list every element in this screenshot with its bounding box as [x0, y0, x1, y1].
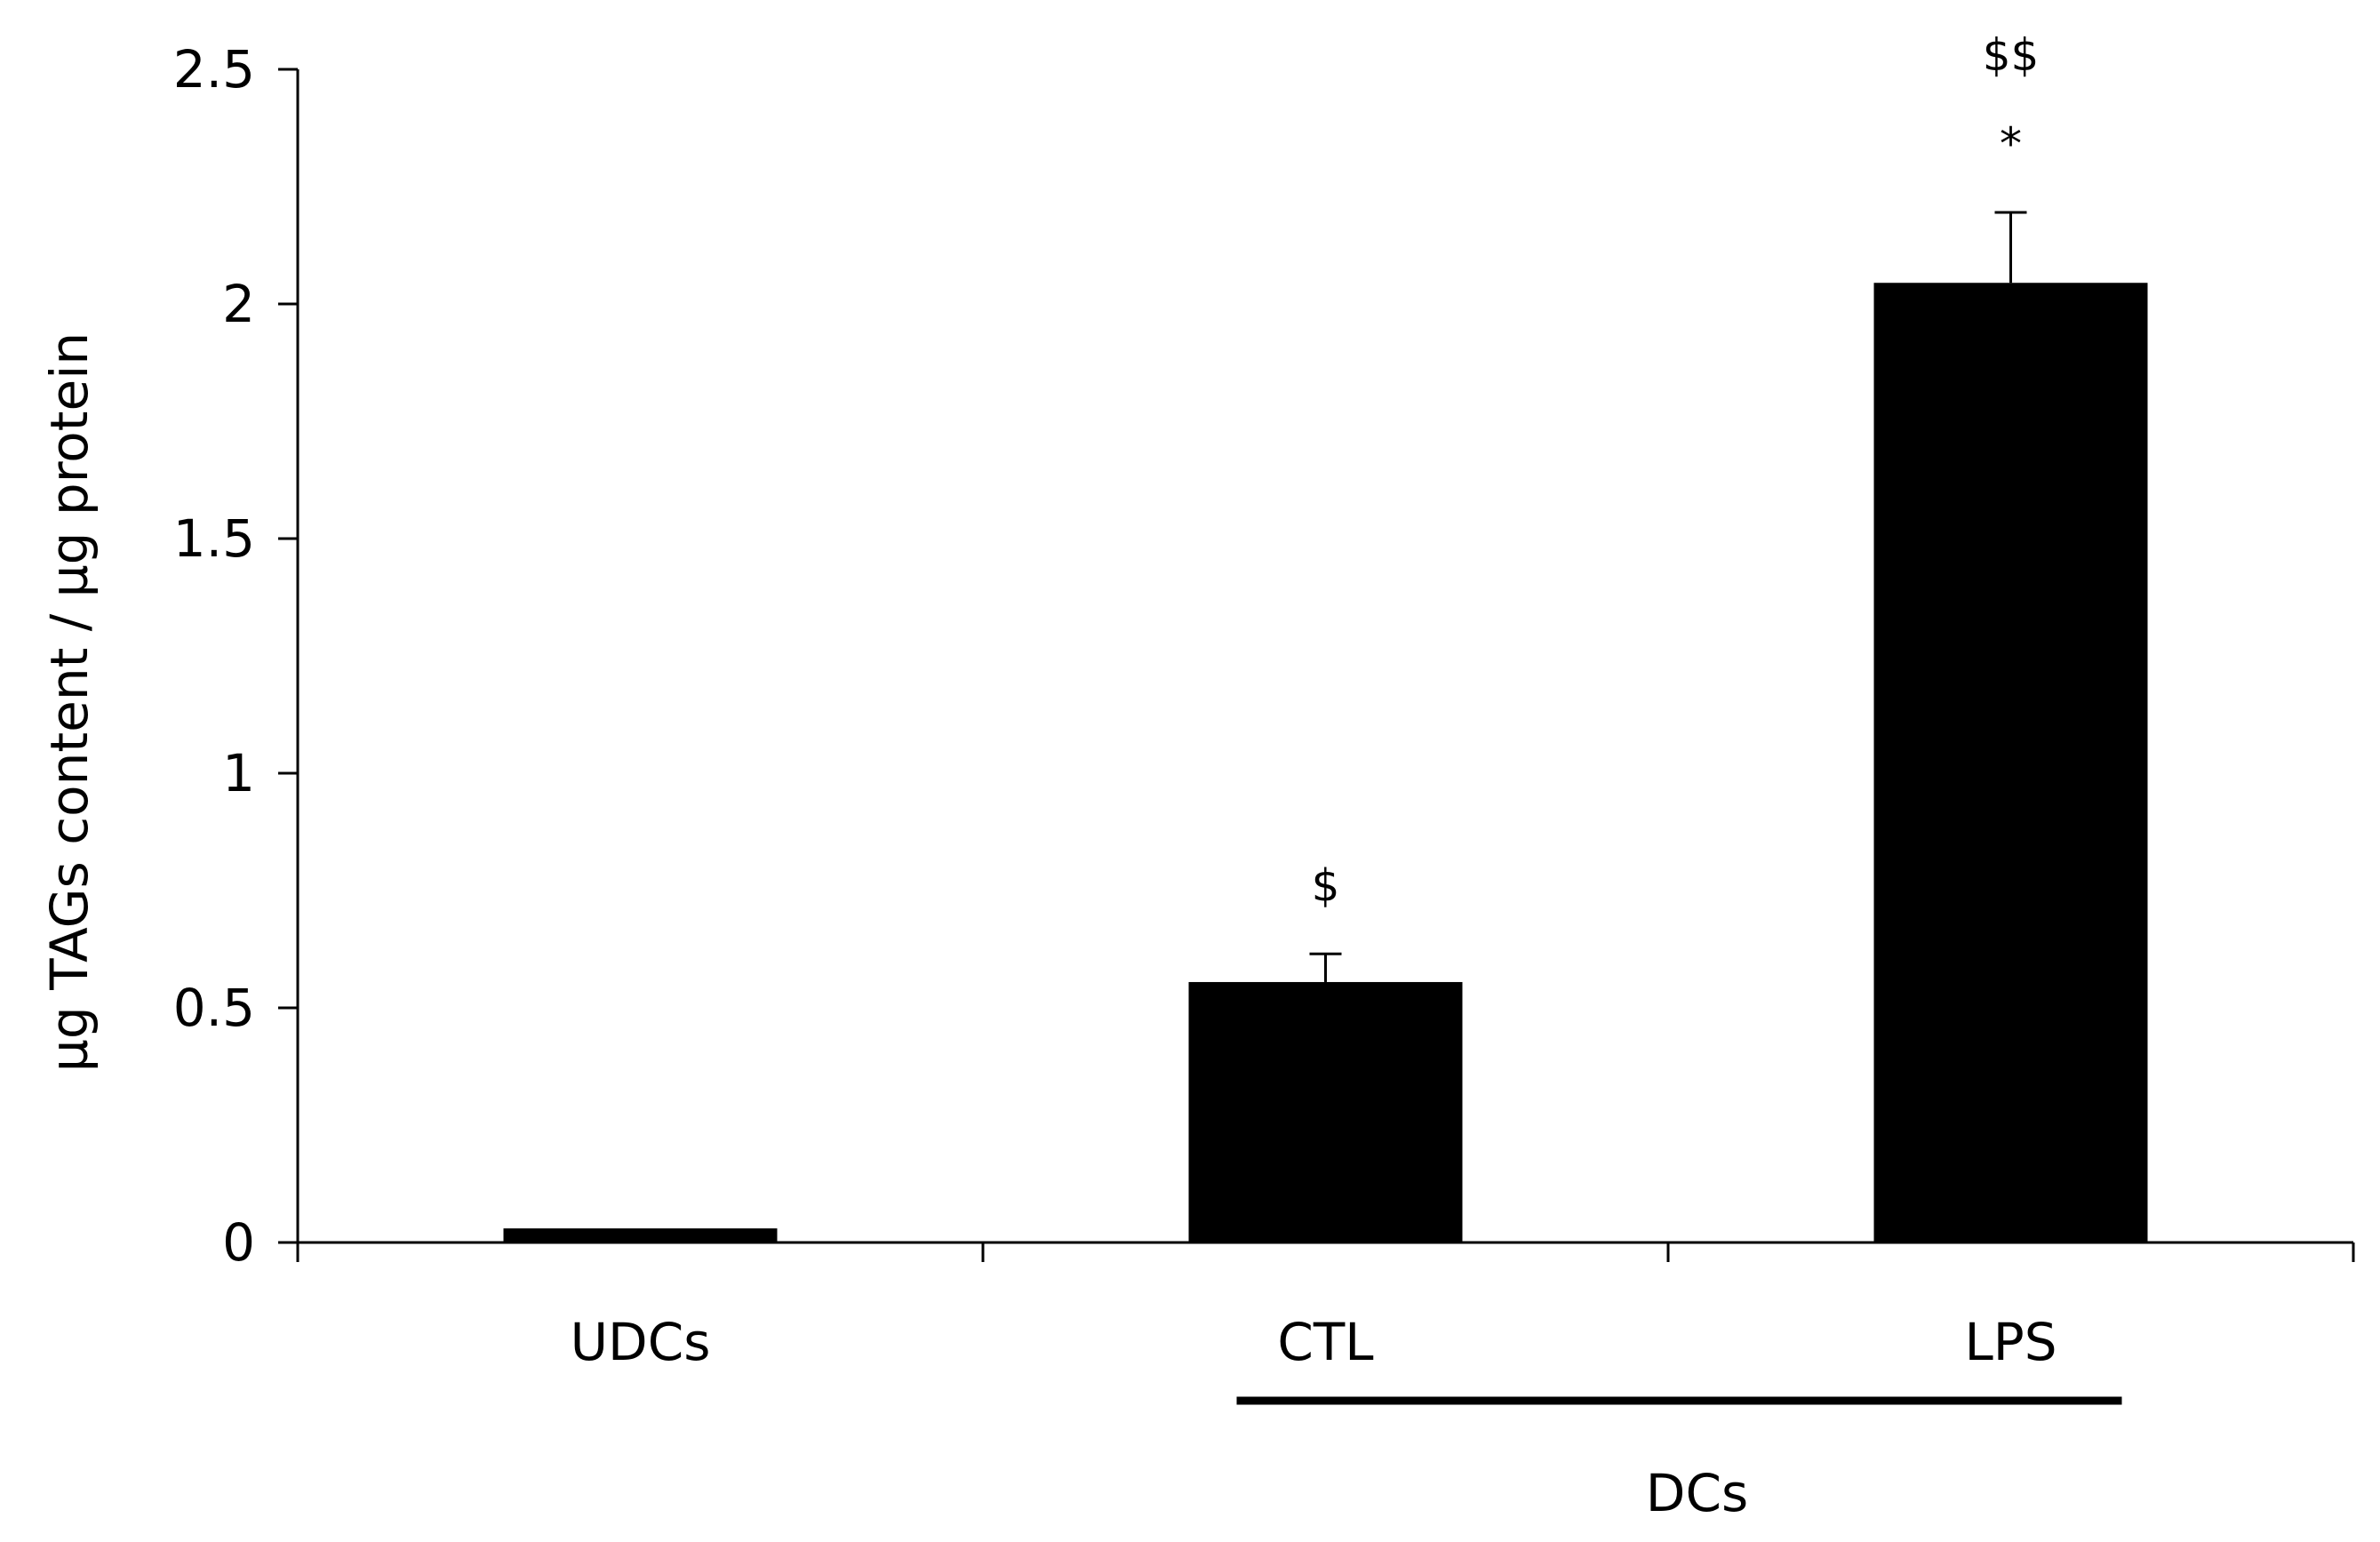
bar-lps — [1873, 283, 2148, 1242]
y-tick-label: 2.5 — [173, 39, 255, 100]
category-label-lps: LPS — [1964, 1312, 2057, 1372]
significance-marker: $ — [1312, 859, 1340, 911]
category-label-ctl: CTL — [1277, 1312, 1373, 1372]
significance-marker: * — [2000, 118, 2022, 170]
category-label-udcs: UDCs — [571, 1312, 711, 1372]
y-tick-label: 1 — [222, 743, 255, 803]
bar-ctl — [1188, 981, 1463, 1242]
y-tick-label: 0.5 — [173, 978, 255, 1038]
y-tick-label: 0 — [222, 1212, 255, 1273]
y-tick-label: 1.5 — [173, 508, 255, 569]
bars — [503, 211, 2148, 1242]
y-tick-label: 2 — [222, 274, 255, 334]
bar-udcs — [503, 1228, 778, 1242]
group-bracket-label: DCs — [1646, 1463, 1748, 1523]
y-axis-title: µg TAGs content / µg protein — [39, 332, 100, 1072]
significance-marker: $$ — [1983, 29, 2040, 81]
